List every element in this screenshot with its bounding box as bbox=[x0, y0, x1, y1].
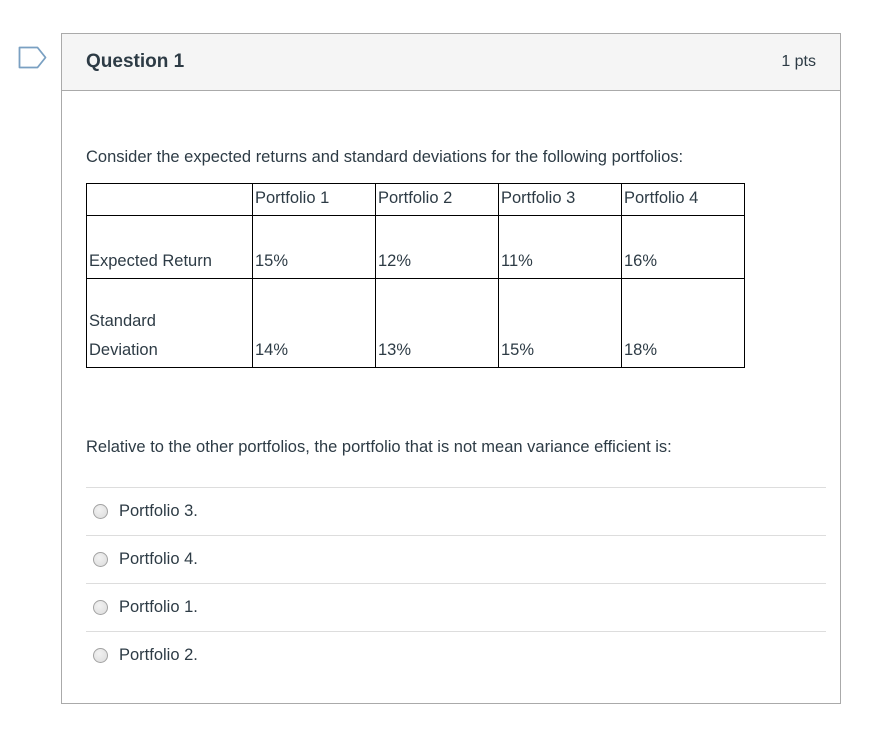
option-label[interactable]: Portfolio 1. bbox=[119, 598, 198, 616]
table-col-header: Portfolio 3 bbox=[498, 183, 622, 216]
table-header-row: Portfolio 1 Portfolio 2 Portfolio 3 Port… bbox=[86, 183, 745, 216]
table-cell: 14% bbox=[252, 278, 376, 368]
table-cell: 18% bbox=[621, 278, 745, 368]
table-col-header: Portfolio 4 bbox=[621, 183, 745, 216]
table-col-header: Portfolio 2 bbox=[375, 183, 499, 216]
flag-question-button[interactable] bbox=[16, 45, 48, 73]
radio-button[interactable] bbox=[93, 600, 108, 615]
answer-option-portfolio-1[interactable]: Portfolio 1. bbox=[86, 583, 826, 631]
answer-option-portfolio-4[interactable]: Portfolio 4. bbox=[86, 535, 826, 583]
radio-button[interactable] bbox=[93, 648, 108, 663]
question-intro-text: Consider the expected returns and standa… bbox=[86, 148, 684, 166]
row-label: Expected Return bbox=[86, 215, 253, 279]
question-points: 1 pts bbox=[781, 53, 816, 70]
answer-options: Portfolio 3. Portfolio 4. Portfolio 1. P… bbox=[86, 487, 826, 679]
option-label[interactable]: Portfolio 3. bbox=[119, 502, 198, 520]
table-cell: 15% bbox=[498, 278, 622, 368]
radio-button[interactable] bbox=[93, 552, 108, 567]
question-card: Question 1 1 pts Consider the expected r… bbox=[61, 33, 841, 704]
option-label[interactable]: Portfolio 4. bbox=[119, 550, 198, 568]
question-prompt-text: Relative to the other portfolios, the po… bbox=[86, 438, 672, 456]
answer-option-portfolio-3[interactable]: Portfolio 3. bbox=[86, 487, 826, 535]
table-cell: 15% bbox=[252, 215, 376, 279]
table-row: Standard Deviation 14% 13% 15% 18% bbox=[86, 278, 745, 368]
radio-button[interactable] bbox=[93, 504, 108, 519]
question-header: Question 1 1 pts bbox=[62, 34, 840, 91]
answer-option-portfolio-2[interactable]: Portfolio 2. bbox=[86, 631, 826, 679]
table-corner-cell bbox=[86, 183, 253, 216]
table-cell: 11% bbox=[498, 215, 622, 279]
table-cell: 16% bbox=[621, 215, 745, 279]
table-cell: 13% bbox=[375, 278, 499, 368]
table-row: Expected Return 15% 12% 11% 16% bbox=[86, 215, 745, 279]
table-cell: 12% bbox=[375, 215, 499, 279]
portfolio-table: Portfolio 1 Portfolio 2 Portfolio 3 Port… bbox=[86, 183, 745, 368]
option-label[interactable]: Portfolio 2. bbox=[119, 646, 198, 664]
flag-bookmark-icon bbox=[17, 46, 48, 73]
row-label: Standard Deviation bbox=[86, 278, 253, 368]
question-title: Question 1 bbox=[86, 51, 185, 72]
table-col-header: Portfolio 1 bbox=[252, 183, 376, 216]
question-body: Consider the expected returns and standa… bbox=[62, 148, 840, 679]
